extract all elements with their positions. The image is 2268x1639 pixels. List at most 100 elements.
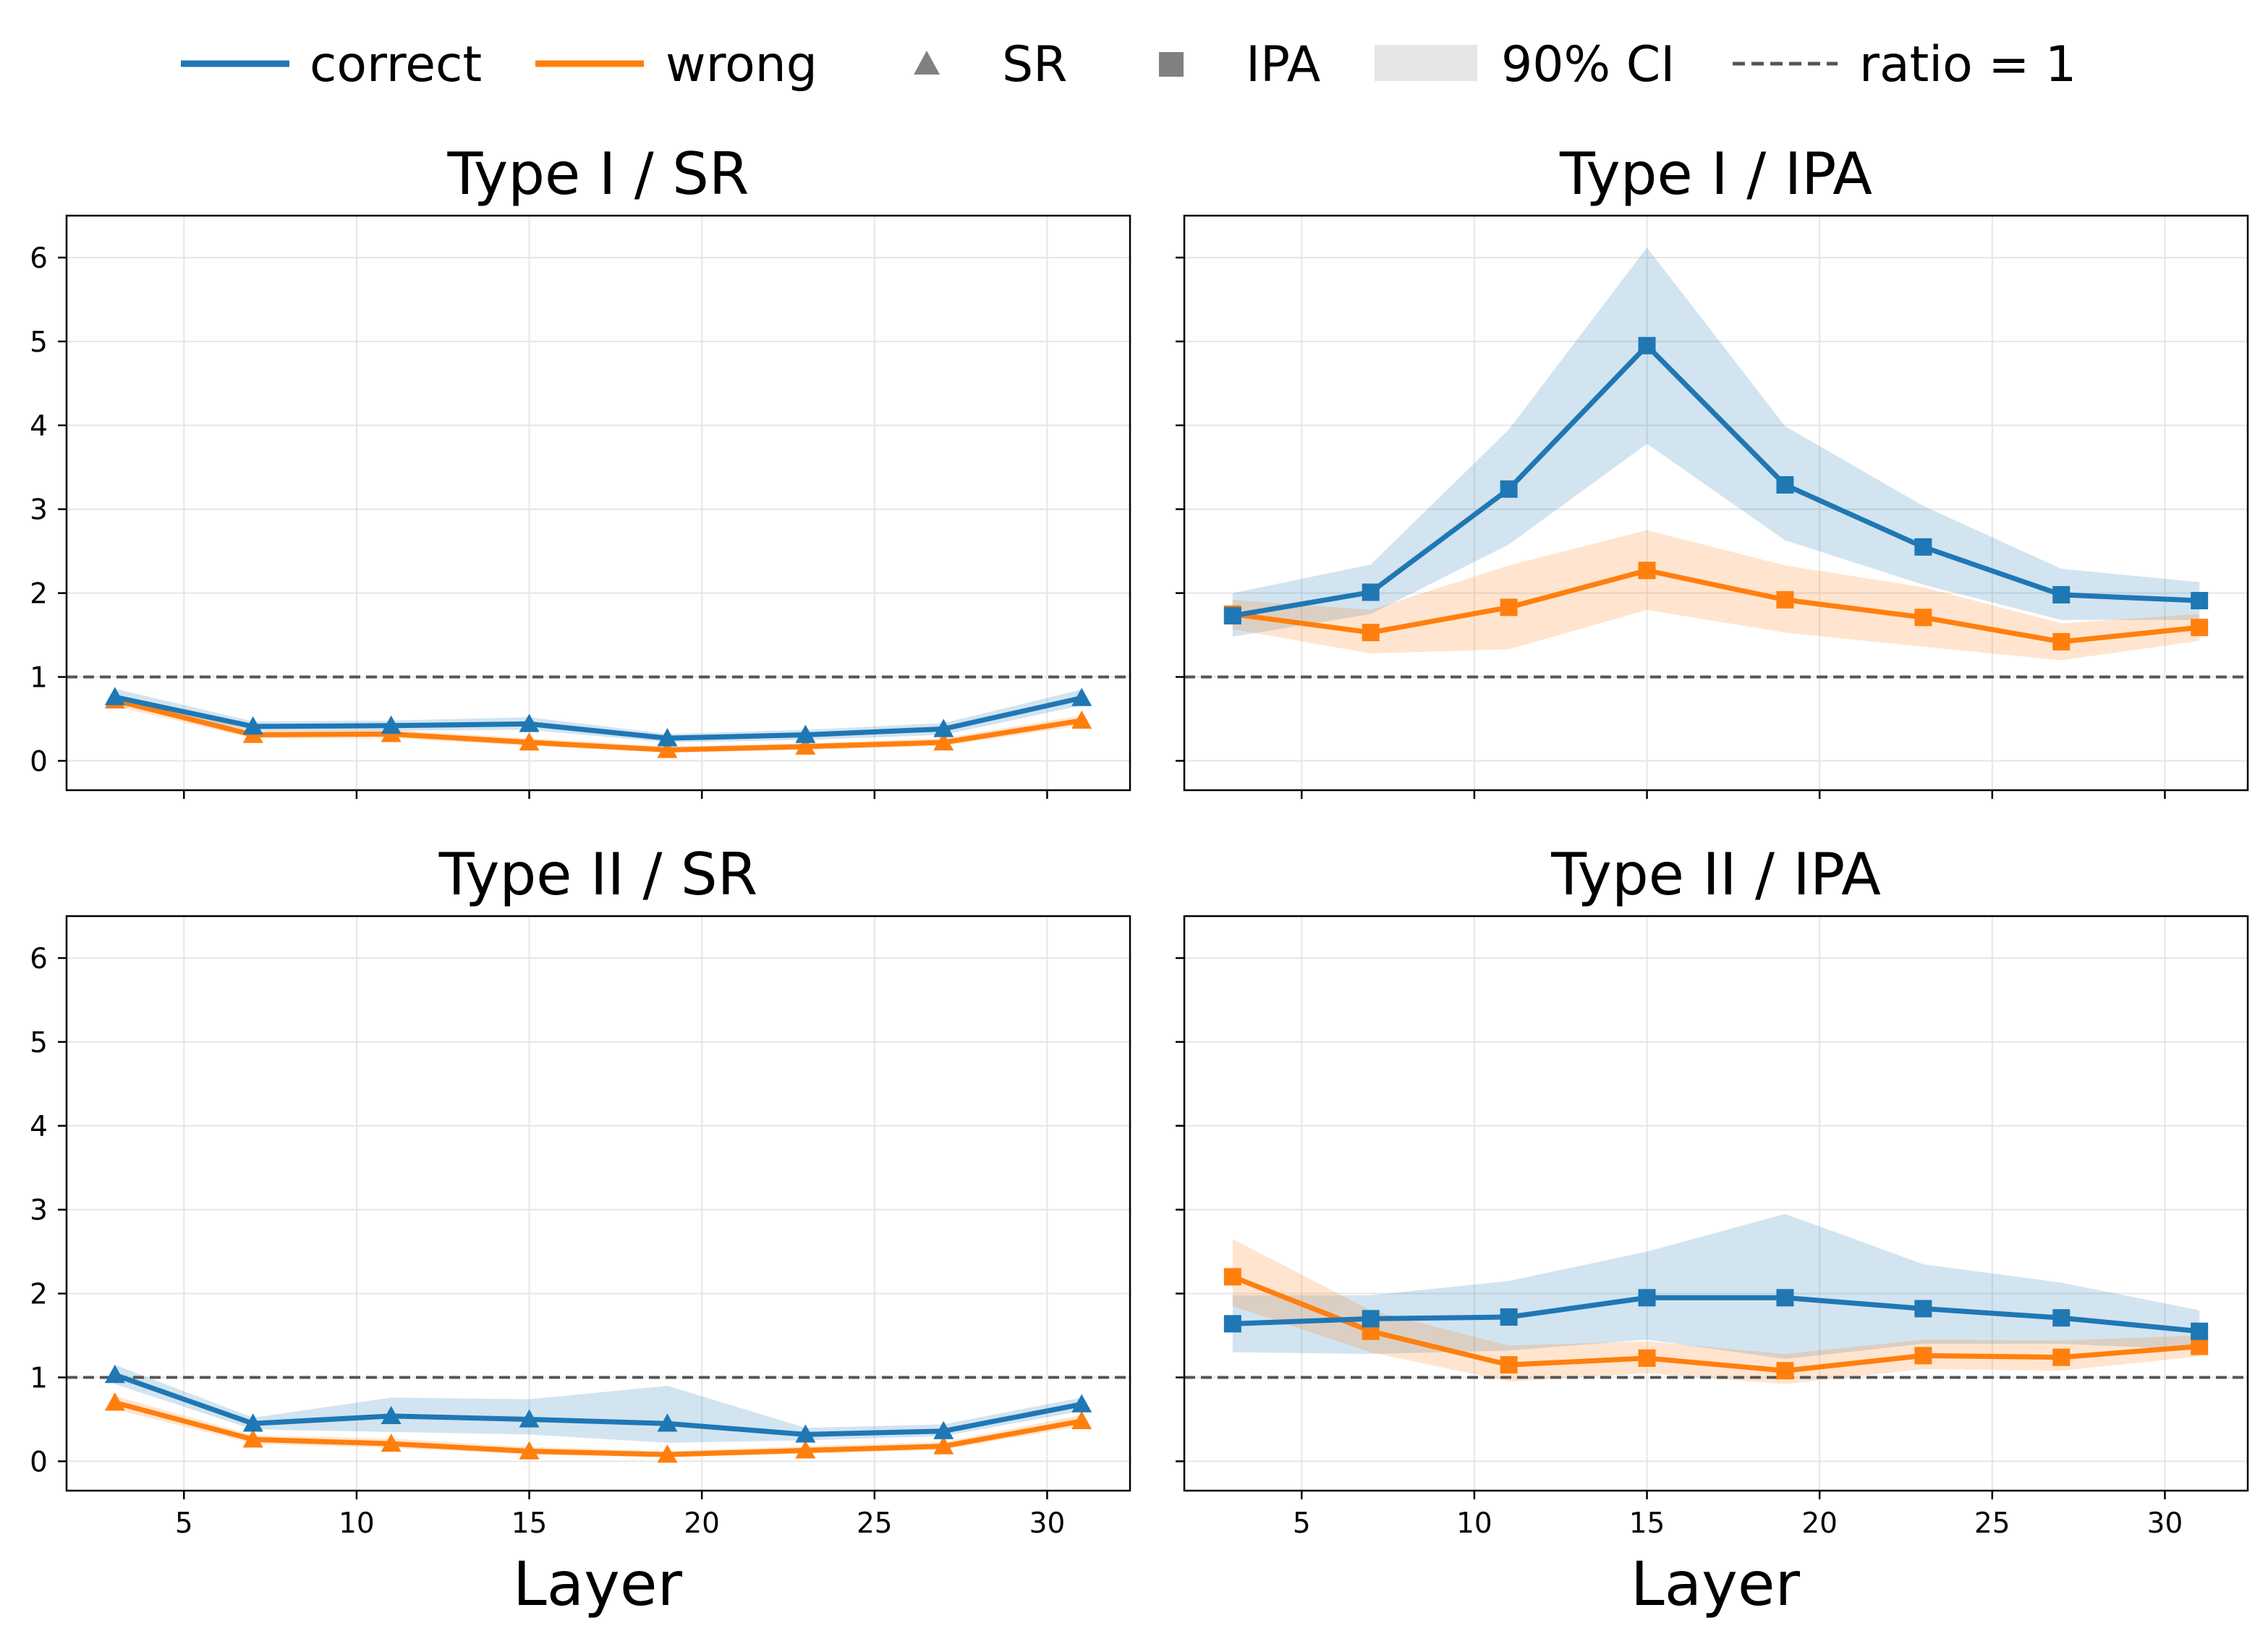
y-tick-label: 0 [30,745,48,778]
data-point-correct [1638,336,1656,355]
y-tick-label: 3 [30,494,48,527]
legend-ci-swatch [1375,45,1477,81]
data-point-wrong [1776,1362,1794,1380]
square-marker-icon [1159,52,1184,77]
data-point-wrong [795,1440,816,1459]
data-point-correct [1500,480,1518,498]
panel-title: Type I / IPA [1559,140,1872,208]
data-point-correct [1071,1394,1092,1413]
data-point-correct [1638,1289,1656,1307]
legend-wrong-label: wrong [666,36,817,93]
data-point-correct [381,1405,402,1425]
panels: Type I / SR 0 1 2 3 4 5 6 Type I / IPA Type II / … [30,140,2249,1540]
data-point-correct [242,1413,263,1432]
data-point-correct [519,713,540,732]
series-line-correct [1232,1295,2200,1334]
data-point-wrong [1500,598,1518,617]
data-point-correct [2052,1309,2070,1327]
data-point-wrong [657,1444,678,1463]
data-point-wrong [519,732,540,751]
x-tick-label: 15 [1629,1507,1665,1540]
chart-panel: Type I / SR 0 1 2 3 4 5 6 [30,140,1131,799]
data-point-correct [795,724,816,743]
chart-panel: Type II / SR 0 1 2 3 4 5 6 5 10 15 20 25 30 [30,841,1131,1540]
data-point-wrong [2191,619,2209,637]
data-point-wrong [1071,1410,1092,1429]
x-tick-label: 20 [1801,1507,1838,1540]
data-point-wrong [242,1429,263,1448]
y-tick-label: 6 [30,943,48,975]
x-tick-label: 25 [1974,1507,2010,1540]
data-point-correct [519,1409,540,1428]
ci-band-wrong [114,694,1082,753]
data-point-correct [1776,476,1794,494]
panel-title: Type II / SR [438,841,758,908]
data-point-wrong [1914,609,1932,627]
ci-band-wrong [1232,1239,2200,1384]
data-point-wrong [1071,710,1092,729]
x-tick-label: 5 [175,1507,193,1540]
data-point-wrong [381,1433,402,1452]
x-axis-label-left: Layer [513,1549,683,1619]
y-tick-label: 1 [30,662,48,695]
data-point-wrong [519,1441,540,1460]
x-tick-label: 10 [1456,1507,1492,1540]
data-point-wrong [1776,590,1794,609]
legend: correct wrong SR IPA 90% CI ratio = 1 [181,36,2076,93]
data-point-correct [1362,1310,1380,1328]
data-point-correct [104,687,125,706]
y-tick-label: 1 [30,1363,48,1395]
data-point-correct [381,715,402,734]
x-tick-label: 20 [684,1507,720,1540]
data-point-correct [1914,538,1932,556]
axes-frame [1183,214,2249,792]
data-point-wrong [1914,1347,1932,1365]
y-tick-label: 0 [30,1446,48,1478]
data-point-correct [104,1365,125,1384]
data-point-wrong [933,732,954,751]
axes-frame [1183,915,2249,1492]
data-point-correct [933,719,954,737]
y-tick-label: 6 [30,242,48,275]
data-point-wrong [2052,1348,2070,1366]
x-tick-label: 5 [1293,1507,1311,1540]
legend-ci-label: 90% CI [1501,36,1675,93]
ci-band-correct [114,1365,1082,1443]
data-point-wrong [1362,624,1380,642]
x-tick-label: 25 [857,1507,893,1540]
data-point-wrong [657,740,678,758]
series-line-wrong [114,698,1082,753]
chart-panel: Type II / IPA 5 10 15 20 25 30 [1176,841,2249,1540]
data-point-correct [1223,606,1241,624]
y-tick-label: 4 [30,410,48,443]
data-point-correct [2052,585,2070,603]
panel-title: Type I / SR [447,140,749,208]
data-point-correct [242,716,263,735]
data-point-wrong [104,1392,125,1411]
ci-band-correct [1232,247,2200,637]
ci-band-wrong [1232,530,2200,661]
legend-correct-label: correct [310,36,482,93]
legend-ipa-label: IPA [1246,36,1320,93]
axes-frame [65,915,1131,1492]
data-point-correct [933,1420,954,1439]
data-point-wrong [795,736,816,755]
data-point-correct [1223,1315,1241,1333]
axes-frame [65,214,1131,792]
ci-band-correct [1232,1214,2200,1360]
data-point-wrong [1638,1349,1656,1367]
data-point-wrong [1638,562,1656,580]
y-tick-label: 5 [30,326,48,359]
legend-ratio-label: ratio = 1 [1859,36,2076,93]
y-tick-label: 2 [30,578,48,611]
triangle-marker-icon [914,51,940,75]
data-point-correct [1500,1308,1518,1326]
data-point-correct [1776,1289,1794,1307]
data-point-wrong [1500,1356,1518,1374]
chart-panel: Type I / IPA [1176,140,2249,799]
data-point-correct [1362,583,1380,601]
data-point-wrong [933,1436,954,1454]
y-tick-label: 3 [30,1195,48,1227]
data-point-wrong [1223,1268,1241,1286]
